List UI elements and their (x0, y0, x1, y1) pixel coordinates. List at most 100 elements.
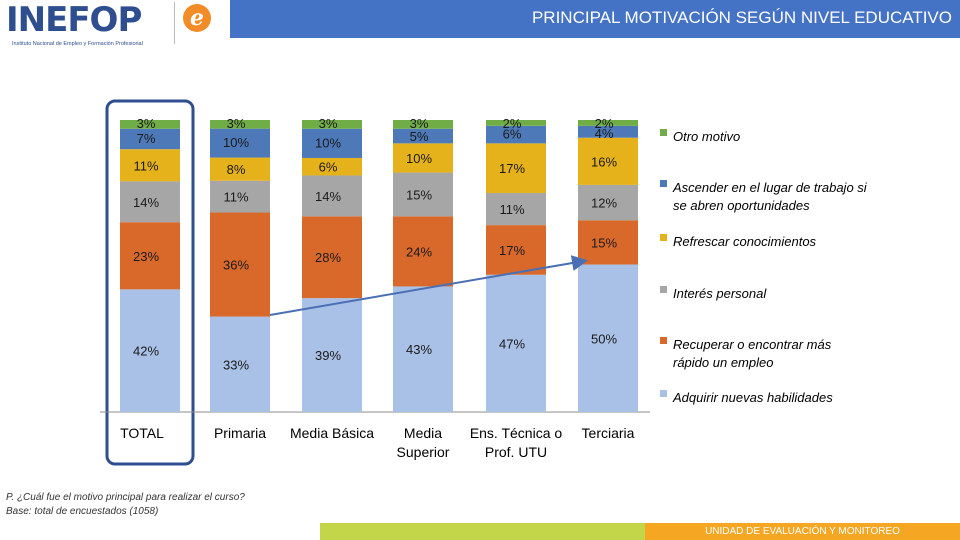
category-label: Superior (397, 444, 450, 460)
legend-swatch (660, 337, 667, 344)
bar-segment (302, 128, 362, 158)
data-label: 39% (315, 348, 341, 363)
data-label: 2% (503, 116, 522, 131)
data-label: 4% (595, 126, 614, 141)
bar-segment (120, 120, 180, 129)
data-label: 10% (406, 151, 432, 166)
bar-segment (486, 225, 546, 275)
data-label: 3% (410, 116, 429, 131)
bar-segment (302, 175, 362, 217)
data-label: 50% (591, 331, 617, 346)
bar-segment (578, 137, 638, 185)
bar-segment (210, 212, 270, 317)
bar-segment (486, 125, 546, 144)
legend-label: Ascender en el lugar de trabajo si (672, 180, 868, 195)
bar-segment (210, 128, 270, 158)
bar-segment (120, 181, 180, 223)
data-label: 15% (406, 187, 432, 202)
category-label: Media (404, 425, 442, 441)
category-label: Primaria (214, 425, 266, 441)
data-label: 33% (223, 357, 249, 372)
footer-accent-green (320, 523, 645, 540)
legend-swatch (660, 129, 667, 136)
e-logo: e (174, 2, 218, 44)
bar-segment (120, 149, 180, 182)
legend-swatch (660, 286, 667, 293)
data-label: 6% (503, 127, 522, 142)
page-title: PRINCIPAL MOTIVACIÓN SEGÚN NIVEL EDUCATI… (531, 8, 952, 27)
bar-segment (486, 120, 546, 126)
trend-arrow (269, 255, 588, 316)
bar-segment (486, 143, 546, 193)
footer-bar: UNIDAD DE EVALUACIÓN Y MONITOREO (0, 523, 960, 540)
bar-segment (302, 120, 362, 129)
data-label: 23% (133, 249, 159, 264)
bar-segment (393, 216, 453, 287)
legend-swatch (660, 234, 667, 241)
bar-segment (393, 172, 453, 217)
data-label: 5% (410, 129, 429, 144)
data-label: 8% (227, 162, 246, 177)
data-label: 16% (591, 154, 617, 169)
bar-segment (578, 184, 638, 221)
data-label: 14% (315, 189, 341, 204)
bar-segment (578, 120, 638, 126)
data-label: 17% (499, 243, 525, 258)
data-label: 2% (595, 116, 614, 131)
bar-segment (210, 180, 270, 213)
data-label: 12% (591, 196, 617, 211)
bar-segment (393, 143, 453, 173)
bar-segment (120, 128, 180, 150)
data-label: 3% (137, 116, 156, 131)
data-label: 17% (499, 161, 525, 176)
bar-segment (393, 120, 453, 129)
data-label: 7% (137, 131, 156, 146)
data-label: 10% (315, 135, 341, 150)
category-label: Ens. Técnica o (470, 425, 563, 441)
header-bar: PRINCIPAL MOTIVACIÓN SEGÚN NIVEL EDUCATI… (230, 0, 960, 38)
legend-label: Refrescar conocimientos (673, 234, 817, 249)
bar-segment (486, 274, 546, 412)
legend-label: Interés personal (673, 286, 767, 301)
bar-segment (210, 157, 270, 181)
bar-segment (210, 120, 270, 129)
data-label: 3% (319, 116, 338, 131)
legend-label: Otro motivo (673, 129, 740, 144)
data-label: 11% (499, 202, 524, 217)
survey-question: P. ¿Cuál fue el motivo principal para re… (6, 492, 245, 503)
legend-label: rápido un empleo (673, 355, 773, 370)
footer-accent-orange (645, 523, 960, 540)
data-label: 11% (133, 158, 158, 173)
bar-segment (578, 264, 638, 412)
data-label: 11% (223, 190, 248, 205)
data-label: 15% (591, 235, 617, 250)
survey-note: P. ¿Cuál fue el motivo principal para re… (6, 491, 245, 519)
data-label: 47% (499, 336, 525, 351)
category-label: Media Básica (290, 425, 374, 441)
legend-swatch (660, 180, 667, 187)
data-label: 10% (223, 135, 249, 150)
data-label: 14% (133, 195, 159, 210)
data-label: 3% (227, 116, 246, 131)
legend-label: se abren oportunidades (673, 198, 810, 213)
bar-segment (578, 220, 638, 265)
bar-segment (210, 316, 270, 412)
bar-segment (302, 298, 362, 412)
inefop-logo-subtitle: Instituto Nacional de Empleo y Formación… (12, 41, 143, 47)
bar-segment (120, 222, 180, 290)
inefop-logo-text: INEFOP (6, 0, 142, 40)
bar-segment (486, 193, 546, 226)
bar-segment (393, 286, 453, 412)
data-label: 43% (406, 342, 432, 357)
bar-segment (393, 128, 453, 144)
footer-label: UNIDAD DE EVALUACIÓN Y MONITOREO (705, 526, 900, 537)
data-label: 36% (223, 258, 249, 273)
category-label: TOTAL (120, 425, 164, 441)
category-label: Prof. UTU (485, 444, 547, 460)
bar-segment (302, 216, 362, 299)
legend-label: Adquirir nuevas habilidades (672, 390, 833, 405)
inefop-logo: INEFOP Instituto Nacional de Empleo y Fo… (6, 0, 166, 47)
category-label: Terciaria (582, 425, 635, 441)
legend-swatch (660, 390, 667, 397)
